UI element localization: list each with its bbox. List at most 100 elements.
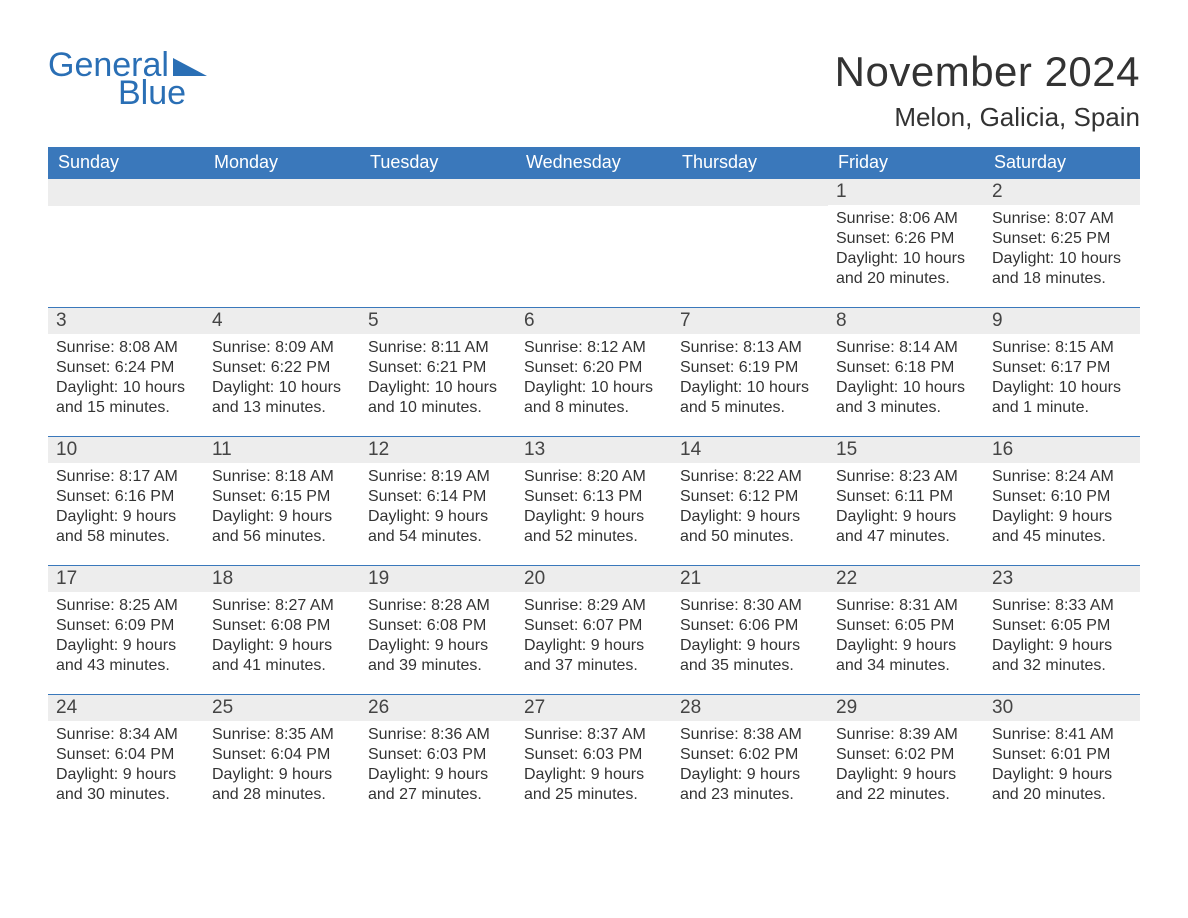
daylight-line: Daylight: 9 hours and 52 minutes.: [524, 507, 664, 547]
day-number: [516, 179, 672, 206]
daylight-line: Daylight: 10 hours and 8 minutes.: [524, 378, 664, 418]
logo-text-blue: Blue: [118, 76, 207, 110]
logo-triangle-icon: [173, 54, 207, 76]
day-body: Sunrise: 8:34 AMSunset: 6:04 PMDaylight:…: [48, 721, 204, 809]
day-number: 14: [672, 437, 828, 463]
day-number: 29: [828, 695, 984, 721]
sunrise-line: Sunrise: 8:23 AM: [836, 467, 976, 487]
day-body: Sunrise: 8:28 AMSunset: 6:08 PMDaylight:…: [360, 592, 516, 680]
day-body: Sunrise: 8:17 AMSunset: 6:16 PMDaylight:…: [48, 463, 204, 551]
day-cell: 23Sunrise: 8:33 AMSunset: 6:05 PMDayligh…: [984, 566, 1140, 680]
daylight-line: Daylight: 9 hours and 23 minutes.: [680, 765, 820, 805]
daylight-line: Daylight: 10 hours and 1 minute.: [992, 378, 1132, 418]
day-cell: 20Sunrise: 8:29 AMSunset: 6:07 PMDayligh…: [516, 566, 672, 680]
day-cell: 1Sunrise: 8:06 AMSunset: 6:26 PMDaylight…: [828, 179, 984, 293]
sunset-line: Sunset: 6:24 PM: [56, 358, 196, 378]
sunrise-line: Sunrise: 8:14 AM: [836, 338, 976, 358]
day-number: 30: [984, 695, 1140, 721]
day-body: Sunrise: 8:23 AMSunset: 6:11 PMDaylight:…: [828, 463, 984, 551]
sunrise-line: Sunrise: 8:24 AM: [992, 467, 1132, 487]
sunset-line: Sunset: 6:05 PM: [836, 616, 976, 636]
daylight-line: Daylight: 9 hours and 20 minutes.: [992, 765, 1132, 805]
day-body: Sunrise: 8:22 AMSunset: 6:12 PMDaylight:…: [672, 463, 828, 551]
sunrise-line: Sunrise: 8:41 AM: [992, 725, 1132, 745]
weekday-saturday: Saturday: [984, 147, 1140, 178]
day-body: Sunrise: 8:09 AMSunset: 6:22 PMDaylight:…: [204, 334, 360, 422]
sunrise-line: Sunrise: 8:15 AM: [992, 338, 1132, 358]
empty-day-cell: [48, 179, 204, 293]
day-number: 20: [516, 566, 672, 592]
sunrise-line: Sunrise: 8:13 AM: [680, 338, 820, 358]
day-number: 13: [516, 437, 672, 463]
sunset-line: Sunset: 6:20 PM: [524, 358, 664, 378]
day-number: 3: [48, 308, 204, 334]
sunrise-line: Sunrise: 8:30 AM: [680, 596, 820, 616]
day-cell: 25Sunrise: 8:35 AMSunset: 6:04 PMDayligh…: [204, 695, 360, 809]
day-cell: 28Sunrise: 8:38 AMSunset: 6:02 PMDayligh…: [672, 695, 828, 809]
day-number: 27: [516, 695, 672, 721]
day-cell: 18Sunrise: 8:27 AMSunset: 6:08 PMDayligh…: [204, 566, 360, 680]
sunset-line: Sunset: 6:08 PM: [368, 616, 508, 636]
sunset-line: Sunset: 6:19 PM: [680, 358, 820, 378]
day-number: 11: [204, 437, 360, 463]
day-number: [360, 179, 516, 206]
day-number: 28: [672, 695, 828, 721]
daylight-line: Daylight: 9 hours and 45 minutes.: [992, 507, 1132, 547]
sunrise-line: Sunrise: 8:06 AM: [836, 209, 976, 229]
day-body: Sunrise: 8:20 AMSunset: 6:13 PMDaylight:…: [516, 463, 672, 551]
day-cell: 4Sunrise: 8:09 AMSunset: 6:22 PMDaylight…: [204, 308, 360, 422]
sunrise-line: Sunrise: 8:38 AM: [680, 725, 820, 745]
sunset-line: Sunset: 6:12 PM: [680, 487, 820, 507]
sunrise-line: Sunrise: 8:31 AM: [836, 596, 976, 616]
daylight-line: Daylight: 9 hours and 58 minutes.: [56, 507, 196, 547]
day-cell: 29Sunrise: 8:39 AMSunset: 6:02 PMDayligh…: [828, 695, 984, 809]
daylight-line: Daylight: 10 hours and 13 minutes.: [212, 378, 352, 418]
day-cell: 19Sunrise: 8:28 AMSunset: 6:08 PMDayligh…: [360, 566, 516, 680]
daylight-line: Daylight: 10 hours and 15 minutes.: [56, 378, 196, 418]
weekday-friday: Friday: [828, 147, 984, 178]
day-body: Sunrise: 8:06 AMSunset: 6:26 PMDaylight:…: [828, 205, 984, 293]
day-cell: 26Sunrise: 8:36 AMSunset: 6:03 PMDayligh…: [360, 695, 516, 809]
daylight-line: Daylight: 9 hours and 50 minutes.: [680, 507, 820, 547]
sunrise-line: Sunrise: 8:29 AM: [524, 596, 664, 616]
day-number: 19: [360, 566, 516, 592]
sunrise-line: Sunrise: 8:07 AM: [992, 209, 1132, 229]
day-cell: 12Sunrise: 8:19 AMSunset: 6:14 PMDayligh…: [360, 437, 516, 551]
sunset-line: Sunset: 6:21 PM: [368, 358, 508, 378]
sunrise-line: Sunrise: 8:19 AM: [368, 467, 508, 487]
day-body: Sunrise: 8:11 AMSunset: 6:21 PMDaylight:…: [360, 334, 516, 422]
day-body: [48, 206, 204, 214]
day-cell: 16Sunrise: 8:24 AMSunset: 6:10 PMDayligh…: [984, 437, 1140, 551]
day-cell: 13Sunrise: 8:20 AMSunset: 6:13 PMDayligh…: [516, 437, 672, 551]
daylight-line: Daylight: 9 hours and 56 minutes.: [212, 507, 352, 547]
sunrise-line: Sunrise: 8:12 AM: [524, 338, 664, 358]
sunset-line: Sunset: 6:17 PM: [992, 358, 1132, 378]
sunset-line: Sunset: 6:04 PM: [56, 745, 196, 765]
day-cell: 24Sunrise: 8:34 AMSunset: 6:04 PMDayligh…: [48, 695, 204, 809]
day-body: Sunrise: 8:41 AMSunset: 6:01 PMDaylight:…: [984, 721, 1140, 809]
day-number: [672, 179, 828, 206]
day-number: 6: [516, 308, 672, 334]
empty-day-cell: [516, 179, 672, 293]
day-cell: 14Sunrise: 8:22 AMSunset: 6:12 PMDayligh…: [672, 437, 828, 551]
sunrise-line: Sunrise: 8:08 AM: [56, 338, 196, 358]
daylight-line: Daylight: 9 hours and 35 minutes.: [680, 636, 820, 676]
day-cell: 27Sunrise: 8:37 AMSunset: 6:03 PMDayligh…: [516, 695, 672, 809]
sunset-line: Sunset: 6:09 PM: [56, 616, 196, 636]
weekday-thursday: Thursday: [672, 147, 828, 178]
day-body: Sunrise: 8:15 AMSunset: 6:17 PMDaylight:…: [984, 334, 1140, 422]
sunset-line: Sunset: 6:03 PM: [368, 745, 508, 765]
day-number: 21: [672, 566, 828, 592]
month-title: November 2024: [835, 48, 1140, 96]
day-number: 25: [204, 695, 360, 721]
daylight-line: Daylight: 9 hours and 39 minutes.: [368, 636, 508, 676]
day-body: Sunrise: 8:30 AMSunset: 6:06 PMDaylight:…: [672, 592, 828, 680]
week-row: 3Sunrise: 8:08 AMSunset: 6:24 PMDaylight…: [48, 307, 1140, 422]
daylight-line: Daylight: 9 hours and 22 minutes.: [836, 765, 976, 805]
day-body: Sunrise: 8:25 AMSunset: 6:09 PMDaylight:…: [48, 592, 204, 680]
sunset-line: Sunset: 6:01 PM: [992, 745, 1132, 765]
day-body: Sunrise: 8:31 AMSunset: 6:05 PMDaylight:…: [828, 592, 984, 680]
sunrise-line: Sunrise: 8:28 AM: [368, 596, 508, 616]
weekday-header-row: SundayMondayTuesdayWednesdayThursdayFrid…: [48, 147, 1140, 178]
daylight-line: Daylight: 10 hours and 18 minutes.: [992, 249, 1132, 289]
